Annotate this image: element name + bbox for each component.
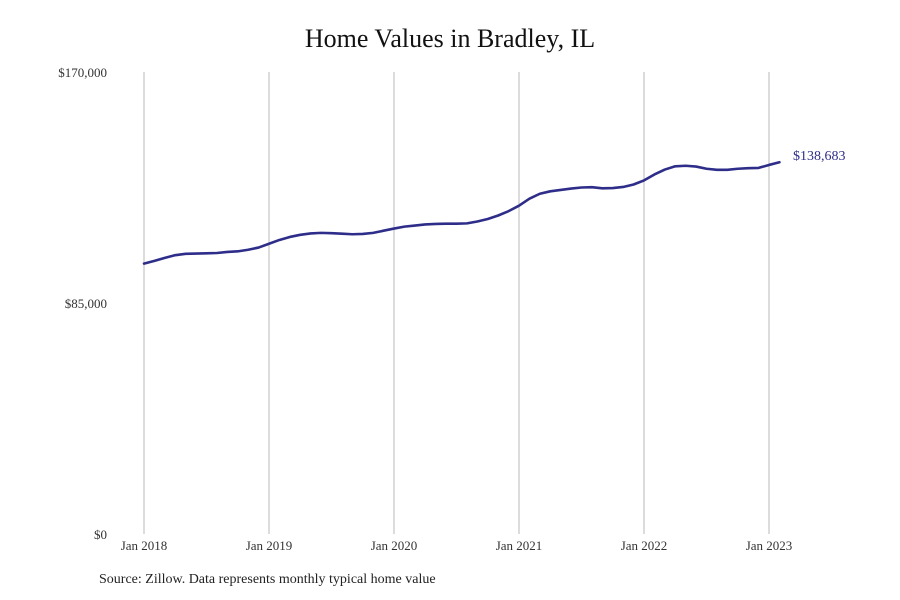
y-tick-label: $85,000 xyxy=(65,296,107,311)
source-note: Source: Zillow. Data represents monthly … xyxy=(99,572,436,587)
x-axis-ticks: Jan 2018 Jan 2019 Jan 2020 Jan 2021 Jan 2022… xyxy=(121,538,793,553)
x-tick-label: Jan 2020 xyxy=(371,538,418,553)
home-value-line xyxy=(142,160,781,265)
gridlines xyxy=(143,72,770,534)
y-tick-label: $0 xyxy=(94,527,107,542)
x-tick-label: Jan 2022 xyxy=(621,538,668,553)
x-tick-label: Jan 2021 xyxy=(496,538,543,553)
x-tick-label: Jan 2018 xyxy=(121,538,168,553)
y-axis-ticks: $0 $85,000 $170,000 xyxy=(58,65,107,542)
x-tick-label: Jan 2023 xyxy=(746,538,793,553)
series-layer xyxy=(142,160,781,265)
y-tick-label: $170,000 xyxy=(58,65,107,80)
x-tick-label: Jan 2019 xyxy=(246,538,293,553)
end-value-label: $138,683 xyxy=(793,149,846,164)
chart-title: Home Values in Bradley, IL xyxy=(304,24,596,53)
data-labels: $138,683 xyxy=(793,149,846,164)
